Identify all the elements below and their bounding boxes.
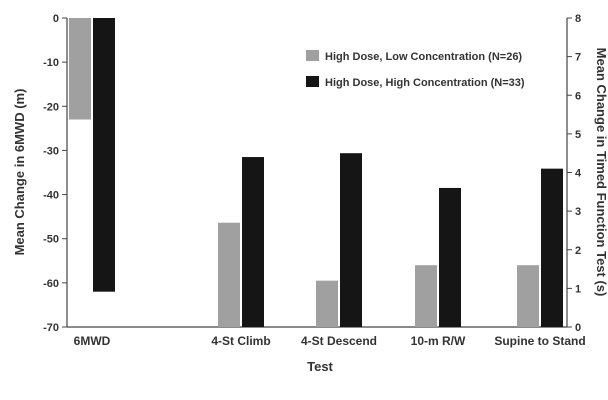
legend: High Dose, Low Concentration (N=26) High… (306, 50, 525, 89)
legend-swatch-low-concentration (306, 50, 319, 61)
category-labels: 6MWD 4-St Climb 4-St Descend 10-m R/W Supine… (74, 334, 586, 348)
legend-label-high-concentration: High Dose, High Concentration (N=33) (325, 77, 525, 89)
category-label: 10-m R/W (411, 334, 466, 348)
left-tick-label: -40 (43, 190, 59, 202)
bar-series-2-4-st-climb (242, 157, 264, 327)
left-tick-label: -70 (43, 322, 59, 334)
right-axis-title: Mean Change in Timed Function Test (s) (594, 48, 608, 297)
bar-series-1-4-st-climb (218, 222, 240, 327)
bars (69, 18, 563, 327)
left-tick-label: 0 (53, 13, 59, 25)
bar-series-2-10-m-r-w (439, 187, 461, 327)
x-axis-title: Test (307, 359, 333, 374)
category-label: 6MWD (74, 334, 111, 348)
right-tick-label: 2 (575, 245, 581, 257)
category-label: Supine to Stand (494, 334, 585, 348)
left-tick-label: -10 (43, 57, 59, 69)
bar-series-1-supine-to-stand (517, 265, 539, 327)
bar-series-2-4-st-descend (340, 153, 362, 327)
right-tick-label: 0 (575, 322, 581, 334)
right-tick-label: 4 (575, 168, 582, 180)
category-label: 4-St Descend (301, 334, 377, 348)
right-tick-label: 8 (575, 13, 581, 25)
bar-series-1-10-m-r-w (415, 265, 437, 327)
left-axis-title: Mean Change in 6MWD (m) (12, 89, 27, 256)
bar-series-2-supine-to-stand (541, 168, 563, 327)
bar-series-2-6mwd (93, 18, 115, 292)
left-axis-ticks: 0 -10 -20 -30 -40 -50 -60 -70 (43, 13, 67, 334)
legend-swatch-high-concentration (306, 76, 319, 87)
right-tick-label: 7 (575, 52, 581, 64)
left-tick-label: -60 (43, 278, 59, 290)
left-tick-label: -50 (43, 234, 59, 246)
right-axis-ticks: 0 1 2 3 4 5 6 7 8 (567, 13, 582, 334)
left-tick-label: -20 (43, 101, 59, 113)
legend-label-low-concentration: High Dose, Low Concentration (N=26) (325, 51, 522, 63)
bar-series-1-6mwd (69, 18, 91, 120)
right-tick-label: 3 (575, 206, 581, 218)
right-tick-label: 6 (575, 90, 581, 102)
left-tick-label: -30 (43, 145, 59, 157)
right-tick-label: 1 (575, 283, 581, 295)
category-label: 4-St Climb (211, 334, 270, 348)
bar-series-1-4-st-descend (316, 280, 338, 327)
right-tick-label: 5 (575, 129, 581, 141)
